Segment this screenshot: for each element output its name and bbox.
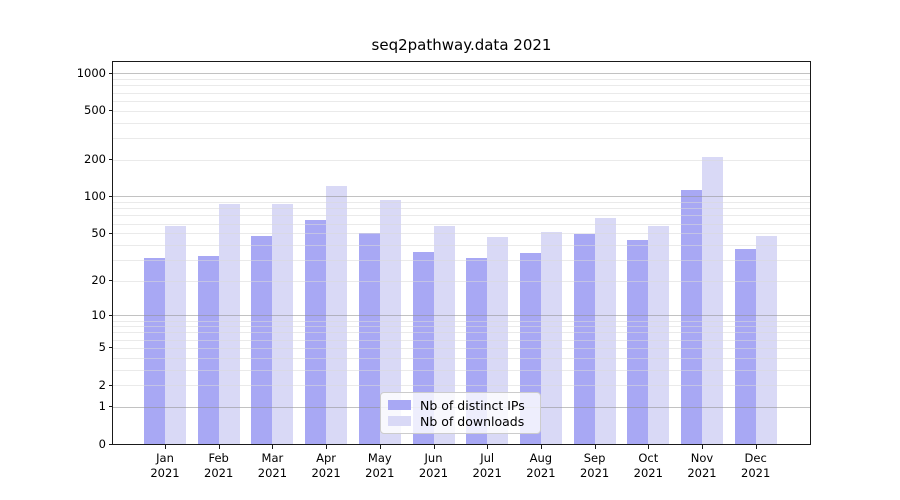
x-tick-label: Apr 2021 [311,451,341,480]
x-tick-label: Dec 2021 [741,451,771,480]
x-tick-label: Nov 2021 [687,451,717,480]
legend-label-downloads: Nb of downloads [420,413,525,429]
legend: Nb of distinct IPs Nb of downloads [380,392,541,434]
minor-gridline [113,100,810,102]
x-tick-mark [379,445,381,449]
y-tick-mark [109,280,113,282]
y-tick-label: 1000 [76,65,106,80]
bar-downloads [702,156,723,444]
y-tick-mark [109,110,113,112]
x-tick-mark [487,445,489,449]
bar-downloads [272,203,294,444]
y-tick-mark [109,406,113,408]
bar-distinct-ips [251,236,273,444]
y-tick-label: 200 [84,152,106,167]
legend-swatch-downloads [388,416,411,426]
bar-downloads [648,226,670,444]
chart-title: seq2pathway.data 2021 [371,36,552,54]
y-tick-mark [109,347,113,349]
y-tick-label: 50 [91,225,106,240]
bar-distinct-ips [734,248,756,444]
x-tick-label: Jan 2021 [150,451,180,480]
bar-distinct-ips [197,256,219,444]
x-tick-mark [165,445,166,449]
legend-item-downloads: Nb of downloads [388,414,533,429]
x-tick-mark [540,445,542,449]
y-tick-label: 500 [84,103,106,118]
bar-downloads [165,226,186,444]
x-tick-mark [272,445,274,449]
y-tick-mark [109,314,113,316]
y-tick-label: 0 [98,436,106,451]
x-tick-mark [594,445,596,449]
minor-gridline [113,79,810,81]
bar-downloads [755,236,777,444]
x-tick-mark [433,445,435,449]
bar-downloads [218,204,240,444]
x-tick-label: Mar 2021 [257,451,288,480]
minor-gridline [113,137,810,139]
y-tick-mark [109,384,113,386]
major-gridline [113,73,810,75]
legend-swatch-distinct-ips [388,400,411,410]
y-tick-mark [109,443,113,445]
minor-gridline [113,85,810,87]
x-tick-label: Oct 2021 [633,451,663,480]
y-tick-mark [109,72,113,74]
x-tick-label: Sep 2021 [579,451,610,480]
y-tick-label: 5 [98,340,106,355]
y-tick-label: 100 [84,188,106,203]
bar-distinct-ips [144,258,165,444]
bar-distinct-ips [358,233,380,444]
legend-label-distinct-ips: Nb of distinct IPs [420,397,525,413]
x-tick-label: Feb 2021 [204,451,234,480]
y-tick-label: 10 [91,307,106,322]
y-tick-label: 20 [91,273,106,288]
minor-gridline [113,110,810,112]
bar-distinct-ips [573,234,595,444]
x-tick-label: Aug 2021 [526,451,556,480]
x-tick-mark [648,445,650,449]
x-tick-mark [702,445,703,449]
bar-downloads [433,226,455,444]
x-tick-mark [326,445,328,449]
y-tick-mark [109,159,113,161]
x-tick-label: Jun 2021 [418,451,449,480]
y-tick-label: 1 [98,399,106,414]
x-tick-label: May 2021 [365,451,395,480]
minor-gridline [113,122,810,124]
bar-downloads [540,232,562,444]
y-tick-label: 2 [98,377,106,392]
x-tick-label: Jul 2021 [472,451,502,480]
legend-item-distinct-ips: Nb of distinct IPs [388,398,533,413]
bar-distinct-ips [305,220,327,444]
y-tick-mark [109,232,113,234]
x-tick-mark [755,445,757,449]
bar-distinct-ips [681,189,702,444]
plot-area [112,61,811,445]
bar-distinct-ips [627,239,649,444]
x-tick-mark [218,445,220,449]
y-tick-mark [109,195,113,197]
minor-gridline [113,92,810,94]
bar-downloads [326,185,348,444]
bar-downloads [594,217,616,444]
